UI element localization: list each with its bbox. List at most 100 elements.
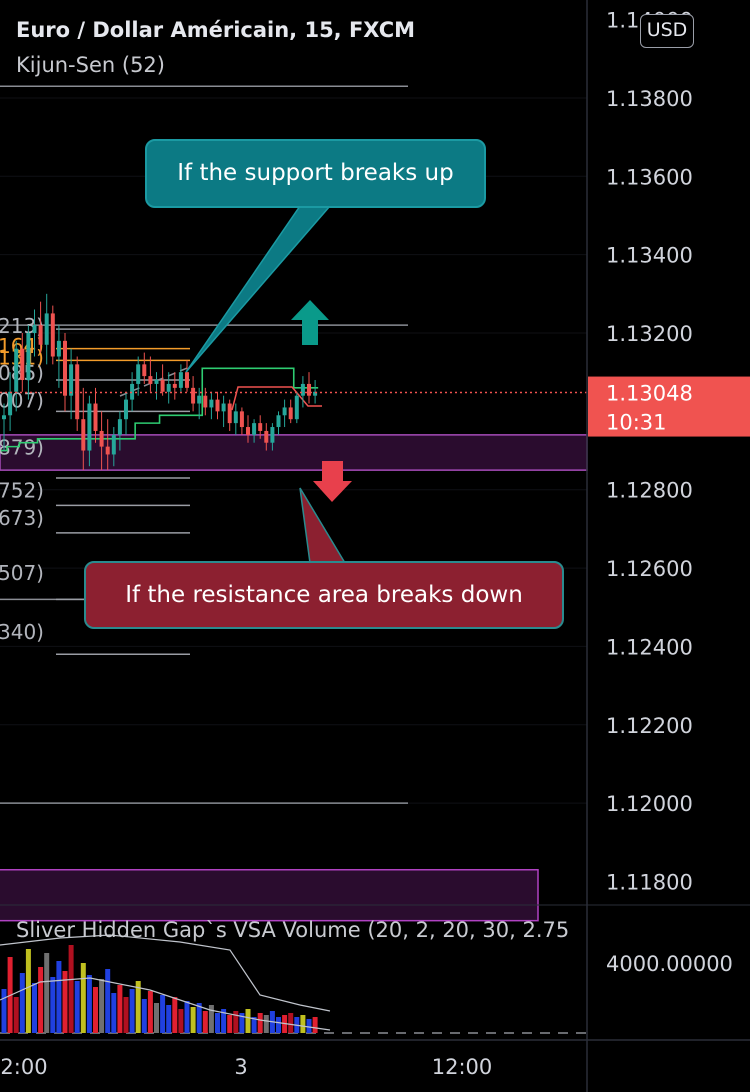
candle — [307, 372, 311, 404]
candle-body — [117, 419, 122, 435]
candle-body — [99, 430, 104, 447]
chart-title[interactable]: Euro / Dollar Américain, 15, FXCM — [16, 18, 416, 42]
candle — [8, 372, 13, 431]
candle-body — [136, 364, 141, 384]
resistance-step-line — [231, 386, 322, 411]
volume-bar — [86, 975, 92, 1033]
candle-body — [307, 383, 311, 396]
candle-body — [130, 383, 135, 400]
candle — [154, 372, 159, 400]
volume-indicator-title[interactable]: Sliver Hidden Gap`s VSA Volume (20, 2, 2… — [16, 918, 570, 942]
volume-bar — [288, 1013, 294, 1033]
candle-body — [148, 376, 153, 384]
candle — [130, 372, 135, 412]
candle — [227, 399, 232, 431]
volume-bar — [80, 963, 86, 1033]
candle — [215, 391, 220, 420]
volume-bar — [172, 997, 178, 1033]
candle-body — [178, 372, 183, 388]
fib-level-label: 673) — [0, 506, 44, 530]
resistance-zone — [0, 434, 588, 471]
candle-body — [276, 415, 281, 428]
candle — [32, 309, 37, 357]
candle-body — [233, 411, 238, 424]
indicator-title[interactable]: Kijun-Sen (52) — [16, 53, 165, 77]
candle-body — [154, 380, 159, 384]
volume-bar — [68, 945, 74, 1033]
candle-body — [191, 387, 196, 404]
volume-bar — [123, 997, 129, 1033]
volume-bar — [221, 1009, 227, 1033]
volume-bar — [166, 1005, 172, 1033]
price-zones — [0, 434, 588, 922]
candle — [276, 411, 281, 435]
price-axis-label: 1.13800 — [606, 87, 693, 111]
candle — [81, 387, 86, 471]
volume-bar — [93, 987, 98, 1033]
candle-body — [203, 395, 208, 408]
price-axis-label: 1.11800 — [606, 870, 693, 894]
candle-body — [197, 395, 202, 404]
volume-bar — [306, 1019, 312, 1033]
price-axis-label: 1.12600 — [606, 557, 693, 581]
candle-body — [258, 423, 263, 431]
volume-bar — [62, 971, 68, 1033]
candle — [264, 423, 269, 451]
candle — [233, 403, 238, 435]
candle-body — [124, 399, 128, 420]
arrow-up-icon[interactable] — [291, 300, 329, 345]
candle-body — [172, 383, 177, 388]
price-axis-label: 1.13200 — [606, 322, 693, 346]
arrow-down-icon[interactable] — [313, 461, 352, 502]
candle — [38, 301, 43, 353]
callout-resistance-break[interactable]: If the resistance area breaks down — [84, 561, 564, 629]
candle — [136, 356, 141, 396]
candle — [313, 380, 318, 404]
price-axis-label: 1.12200 — [606, 714, 693, 738]
candle-body — [44, 313, 49, 345]
candle-body — [239, 411, 244, 428]
volume-bar — [50, 977, 56, 1033]
volume-bar — [276, 1017, 281, 1033]
candle-body — [50, 313, 55, 357]
currency-button[interactable]: USD — [640, 14, 694, 48]
candle-body — [8, 391, 13, 416]
candle-body — [69, 364, 74, 396]
candle-body — [105, 446, 110, 455]
kijun-sen-path — [0, 367, 319, 452]
candle — [185, 360, 189, 392]
candle-body — [282, 407, 287, 416]
candle — [258, 415, 263, 439]
callout-up-pointer — [185, 205, 332, 373]
volume-bar — [202, 1011, 208, 1033]
callout-support-break[interactable]: If the support breaks up — [145, 139, 486, 208]
candle — [178, 364, 183, 392]
price-axis-label: 1.12000 — [606, 792, 693, 816]
current-price-countdown: 10:31 — [606, 411, 667, 435]
candle-body — [209, 399, 214, 408]
candlestick-series — [2, 293, 318, 471]
volume-bar — [1, 989, 7, 1033]
volume-bar — [56, 961, 62, 1033]
candle-body — [87, 403, 92, 451]
volume-bar — [141, 999, 147, 1033]
candle — [160, 364, 165, 396]
lower-zone — [0, 868, 539, 922]
time-axis-label: 3 — [234, 1055, 247, 1079]
fib-level-label: 507) — [0, 561, 44, 585]
candle-body — [227, 403, 232, 424]
volume-bar — [129, 989, 135, 1033]
volume-bar — [208, 1005, 214, 1033]
candle — [69, 348, 74, 420]
current-price-value: 1.13048 — [606, 382, 693, 406]
candle — [2, 403, 6, 451]
candle — [191, 376, 196, 412]
candle — [221, 395, 226, 428]
volume-bar — [233, 1011, 239, 1033]
volume-bar — [135, 981, 141, 1033]
candle — [197, 387, 202, 420]
candle — [252, 419, 257, 443]
volume-bar — [147, 991, 153, 1033]
current-price-tag — [588, 376, 750, 437]
